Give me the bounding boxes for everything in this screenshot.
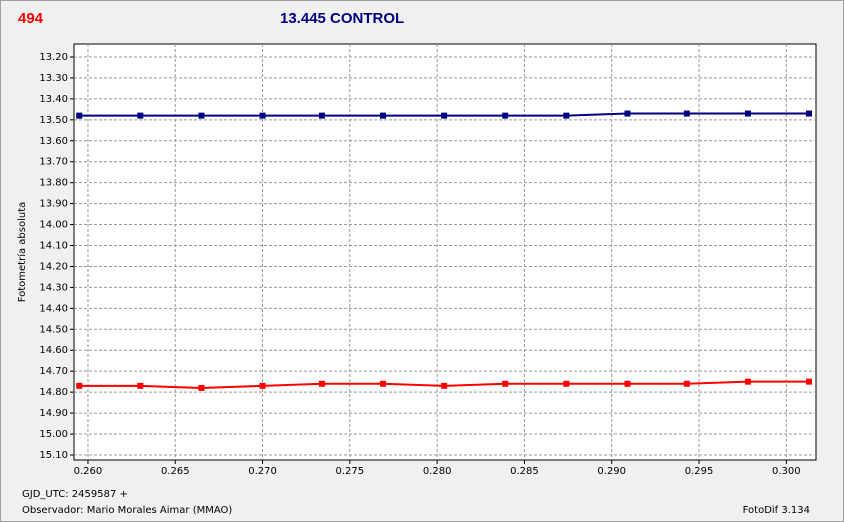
y-tick-label: 14.50 <box>39 324 68 335</box>
y-tick-label: 15.00 <box>39 429 68 440</box>
data-point <box>563 380 570 387</box>
y-tick-label: 13.80 <box>39 178 68 189</box>
data-point <box>198 112 205 119</box>
y-tick-label: 13.70 <box>39 157 68 168</box>
y-tick-label: 15.10 <box>39 450 68 461</box>
x-tick-label: 0.260 <box>74 466 103 477</box>
x-tick-label: 0.280 <box>423 466 452 477</box>
footer-note: FotoDif 3.134 <box>743 505 810 516</box>
data-point <box>318 112 325 119</box>
data-point <box>318 380 325 387</box>
x-tick-label: 0.285 <box>510 466 539 477</box>
data-point <box>744 110 751 117</box>
x-tick-label: 0.290 <box>597 466 626 477</box>
chart-title: 13.445 CONTROL <box>280 10 404 27</box>
y-tick-label: 13.20 <box>39 52 68 63</box>
data-point <box>380 380 387 387</box>
x-tick-label: 0.270 <box>248 466 277 477</box>
data-point <box>380 112 387 119</box>
y-tick-label: 14.10 <box>39 241 68 252</box>
data-point <box>744 378 751 385</box>
data-point <box>502 112 509 119</box>
data-point <box>76 112 83 119</box>
y-tick-label: 14.60 <box>39 345 68 356</box>
y-tick-label: 14.20 <box>39 261 68 272</box>
y-tick-label: 14.70 <box>39 366 68 377</box>
data-point <box>137 382 144 389</box>
y-tick-label: 14.00 <box>39 220 68 231</box>
data-point <box>806 110 813 117</box>
data-point <box>624 110 631 117</box>
y-tick-label: 14.30 <box>39 282 68 293</box>
data-point <box>806 378 813 385</box>
footer-note: Observador: Mario Morales Aimar (MMAO) <box>22 505 232 516</box>
data-point <box>76 382 83 389</box>
y-tick-label: 13.90 <box>39 199 68 210</box>
y-tick-label: 13.60 <box>39 136 68 147</box>
data-point <box>198 384 205 391</box>
star-tag: 494 <box>18 10 44 27</box>
x-tick-label: 0.265 <box>161 466 190 477</box>
data-point <box>259 112 266 119</box>
y-axis-label: Fotometría absoluta <box>16 202 28 303</box>
x-tick-label: 0.300 <box>772 466 801 477</box>
plot-area <box>73 43 817 461</box>
y-tick-label: 13.50 <box>39 115 68 126</box>
footer-note: GJD_UTC: 2459587 + <box>22 489 128 500</box>
data-point <box>441 112 448 119</box>
y-tick-label: 13.40 <box>39 94 68 105</box>
y-tick-label: 13.30 <box>39 73 68 84</box>
y-tick-label: 14.80 <box>39 387 68 398</box>
data-point <box>683 380 690 387</box>
data-point <box>563 112 570 119</box>
x-tick-label: 0.295 <box>685 466 714 477</box>
data-point <box>441 382 448 389</box>
data-point <box>259 382 266 389</box>
y-tick-label: 14.40 <box>39 303 68 314</box>
data-point <box>624 380 631 387</box>
data-point <box>502 380 509 387</box>
data-point <box>137 112 144 119</box>
y-tick-label: 14.90 <box>39 408 68 419</box>
data-point <box>683 110 690 117</box>
x-tick-label: 0.275 <box>336 466 365 477</box>
